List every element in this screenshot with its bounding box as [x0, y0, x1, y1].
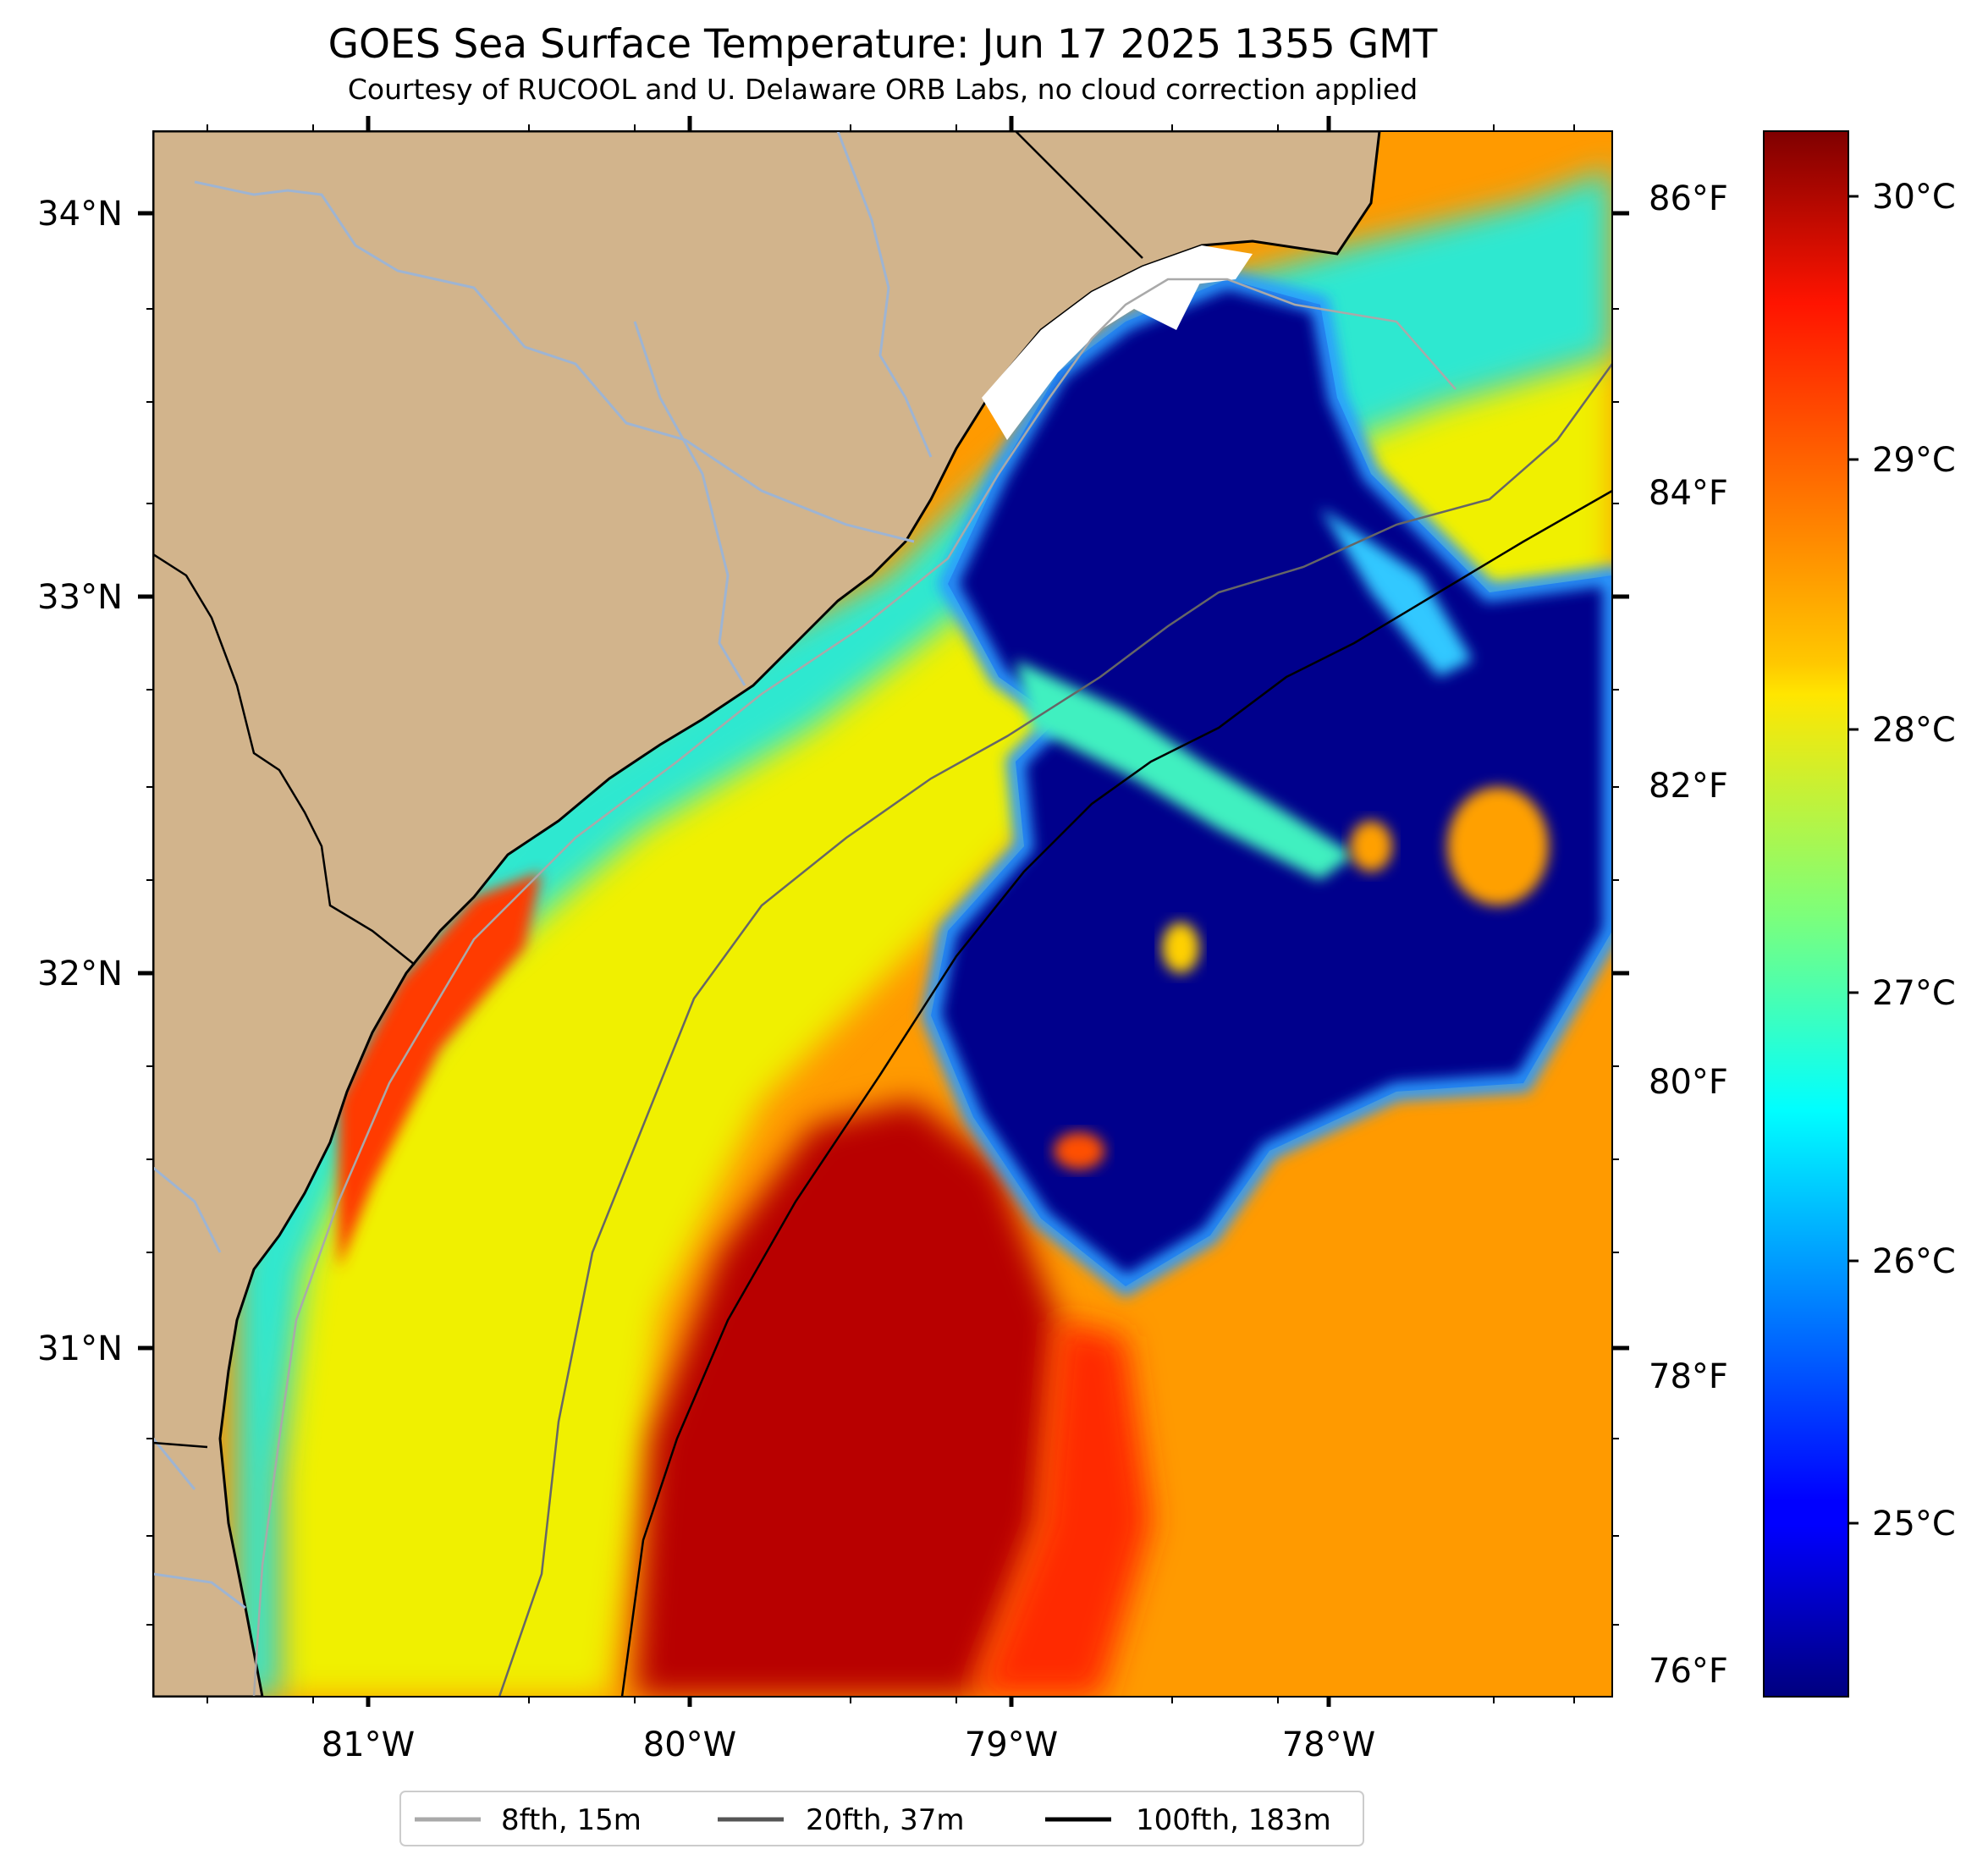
- isobath-legend: 8fth, 15m 20fth, 37m 100fth, 183m: [399, 1791, 1364, 1846]
- fahrenheit-labels: 86°F 84°F 82°F 80°F 78°F 76°F: [1649, 179, 1728, 1691]
- lat-tick-label: 34°N: [37, 195, 123, 234]
- legend-label: 20fth, 37m: [806, 1803, 965, 1837]
- map-panel: [153, 131, 1612, 1697]
- colorbar-gradient: [1763, 130, 1849, 1698]
- cyan-filament: [1016, 660, 1354, 880]
- lat-tick-label: 32°N: [37, 955, 123, 993]
- warm-eddy: [1350, 821, 1392, 872]
- warm-eddy: [1054, 1132, 1104, 1169]
- colorbar-tick-label: 25°C: [1872, 1505, 1956, 1544]
- chart-subtitle: Courtesy of RUCOOL and U. Delaware ORB L…: [348, 73, 1418, 106]
- lon-tick-label: 78°W: [1282, 1725, 1375, 1764]
- legend-label: 8fth, 15m: [501, 1803, 642, 1837]
- colorbar-tick-label: 27°C: [1872, 974, 1956, 1013]
- colorbar-tick-label: 28°C: [1872, 711, 1956, 750]
- latitude-labels: 34°N 33°N 32°N 31°N: [37, 195, 123, 1368]
- fahrenheit-tick-label: 78°F: [1649, 1357, 1728, 1396]
- rivers: [153, 131, 933, 1610]
- lat-tick-label: 33°N: [37, 578, 123, 617]
- chart-title: GOES Sea Surface Temperature: Jun 17 202…: [328, 21, 1438, 68]
- fahrenheit-tick-label: 80°F: [1649, 1063, 1728, 1102]
- cold-region-edge: [921, 269, 1612, 1298]
- colorbar-tick-label: 30°C: [1872, 178, 1956, 217]
- warm-eddy: [1447, 787, 1549, 905]
- legend-item-8fth: 8fth, 15m: [415, 1803, 642, 1837]
- cyan-filament: [1320, 508, 1473, 677]
- legend-item-100fth: 100fth, 183m: [1045, 1803, 1331, 1837]
- shelf-yellow-region: [279, 347, 1612, 1697]
- colorbar: 30°C 29°C 28°C 27°C 26°C 25°C: [1763, 130, 1956, 1698]
- gulf-stream-core: [635, 1100, 1058, 1697]
- map-frame: [152, 130, 1613, 1698]
- longitude-labels: 81°W 80°W 79°W 78°W: [322, 1725, 1375, 1764]
- coastal-no-data: [982, 245, 1253, 440]
- isobath-8fth: [252, 278, 1457, 1697]
- fahrenheit-tick-label: 82°F: [1649, 767, 1728, 806]
- colorbar-tick-label: 26°C: [1872, 1242, 1956, 1281]
- gulf-stream-red: [973, 1320, 1151, 1697]
- colorbar-tick-label: 29°C: [1872, 441, 1956, 480]
- lat-tick-label: 31°N: [37, 1329, 123, 1368]
- lon-tick-label: 80°W: [643, 1725, 736, 1764]
- colorbar-labels: 30°C 29°C 28°C 27°C 26°C 25°C: [1872, 178, 1956, 1544]
- colorbar-ticks: [1848, 195, 1859, 1525]
- isobath-20fth: [498, 363, 1612, 1697]
- sst-field: [237, 169, 1612, 1697]
- upwelling-cold-region: [931, 279, 1612, 1286]
- isobaths: [252, 278, 1612, 1697]
- legend-box: [399, 1791, 1364, 1846]
- fahrenheit-tick-label: 76°F: [1649, 1652, 1728, 1691]
- lon-tick-label: 81°W: [322, 1725, 415, 1764]
- lon-tick-label: 79°W: [965, 1725, 1058, 1764]
- major-ticks: [138, 116, 1629, 1707]
- legend-item-20fth: 20fth, 37m: [718, 1803, 965, 1837]
- fahrenheit-tick-label: 84°F: [1649, 474, 1728, 513]
- state-borders: [153, 131, 1143, 1449]
- isobath-100fth: [620, 489, 1612, 1697]
- warm-eddy: [1162, 922, 1199, 973]
- legend-label: 100fth, 183m: [1136, 1803, 1331, 1837]
- fahrenheit-tick-label: 86°F: [1649, 179, 1728, 218]
- nearshore-warm-strip: [339, 872, 542, 1269]
- minor-ticks: [146, 124, 1619, 1703]
